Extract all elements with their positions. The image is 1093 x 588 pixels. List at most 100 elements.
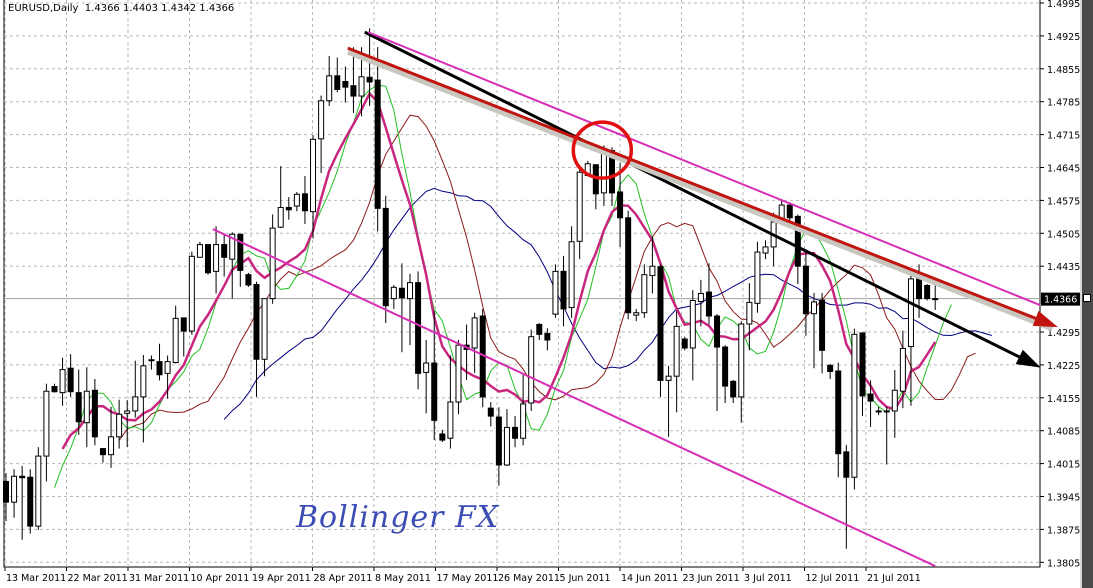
candle-body-bear bbox=[245, 274, 252, 286]
candle-body-bull bbox=[665, 375, 672, 381]
candle bbox=[641, 264, 648, 318]
x-tick-label: 3 Jul 2011 bbox=[744, 573, 792, 584]
candle bbox=[827, 363, 834, 379]
candle-body-bear bbox=[301, 193, 308, 212]
candle bbox=[277, 166, 284, 229]
y-tick-label: 1.4575 bbox=[1047, 196, 1080, 207]
candle bbox=[382, 195, 389, 324]
candle bbox=[285, 197, 292, 220]
candle-body-bear bbox=[382, 207, 389, 307]
candle bbox=[261, 298, 268, 377]
bollinger-fx-watermark: Bollinger FX bbox=[296, 500, 500, 535]
candle-body-bull bbox=[35, 455, 42, 527]
candle bbox=[99, 448, 106, 463]
candle-body-bear bbox=[867, 393, 874, 402]
candle bbox=[455, 339, 462, 415]
candle-body-bull bbox=[229, 233, 236, 260]
candle-body-bull bbox=[108, 436, 115, 456]
candle bbox=[811, 292, 817, 369]
candle-body-bear bbox=[253, 284, 260, 360]
candle-body-bear bbox=[617, 191, 624, 219]
candle-body-bull bbox=[59, 369, 66, 394]
x-tick-label: 10 Apr 2011 bbox=[191, 573, 250, 584]
candle-body-bull bbox=[213, 244, 220, 272]
candle-body-bear bbox=[99, 448, 106, 456]
y-tick-label: 1.4085 bbox=[1047, 427, 1080, 438]
y-tick-label: 1.4715 bbox=[1047, 131, 1080, 142]
x-tick-label: 22 Mar 2011 bbox=[68, 573, 128, 584]
x-tick-label: 14 Jun 2011 bbox=[621, 573, 678, 584]
candle bbox=[43, 383, 50, 482]
candle-body-bull bbox=[140, 365, 147, 398]
y-tick-label: 1.3875 bbox=[1047, 525, 1080, 536]
candle bbox=[196, 241, 203, 258]
y-tick-label: 1.3945 bbox=[1047, 493, 1080, 504]
candle-body-bear bbox=[544, 332, 551, 341]
x-tick-label: 13 Mar 2011 bbox=[6, 573, 66, 584]
y-tick-label: 1.4015 bbox=[1047, 460, 1080, 471]
candle-body-bull bbox=[43, 390, 50, 457]
candle bbox=[875, 406, 882, 416]
candle-body-bull bbox=[116, 413, 123, 438]
candle-body-bull bbox=[293, 193, 300, 207]
candle bbox=[576, 168, 583, 260]
candle-body-bear bbox=[91, 389, 98, 438]
candle-body-bear bbox=[180, 317, 187, 332]
candle-body-bear bbox=[398, 287, 405, 299]
candle bbox=[221, 235, 228, 277]
candle bbox=[310, 135, 317, 239]
trendline-channel-magenta bbox=[367, 31, 1041, 307]
symbol-timeframe: EURUSD,Daily bbox=[8, 3, 79, 14]
candle bbox=[560, 255, 567, 327]
candle bbox=[301, 175, 308, 224]
candle-body-bull bbox=[148, 359, 155, 362]
x-tick-label: 21 Jul 2011 bbox=[867, 573, 921, 584]
candle-body-bear bbox=[285, 206, 292, 211]
candle bbox=[229, 232, 236, 299]
candle bbox=[35, 447, 42, 530]
candle bbox=[471, 312, 478, 373]
candle-body-bull bbox=[172, 317, 179, 364]
candle bbox=[390, 285, 397, 309]
candle bbox=[334, 57, 341, 93]
candle-body-bear bbox=[859, 332, 866, 397]
candle-body-bear bbox=[431, 362, 438, 421]
candle-body-bull bbox=[520, 403, 527, 439]
candle bbox=[932, 281, 939, 310]
candle-body-bear bbox=[722, 346, 729, 387]
candle-body-bear bbox=[51, 386, 58, 393]
candle bbox=[867, 380, 874, 427]
candle-body-bull bbox=[310, 138, 317, 213]
candle-body-bear bbox=[714, 315, 721, 348]
candle-body-bull bbox=[196, 244, 203, 258]
candle bbox=[665, 365, 672, 437]
candle-body-bull bbox=[552, 270, 559, 315]
candle bbox=[124, 400, 131, 448]
candle-body-bear bbox=[512, 426, 519, 439]
candle-body-bull bbox=[407, 282, 413, 300]
trendline-trend-black bbox=[364, 30, 1037, 367]
y-tick-label: 1.4925 bbox=[1047, 32, 1080, 43]
trendline-shadow bbox=[346, 49, 1054, 332]
y-tick-label: 1.3805 bbox=[1047, 558, 1080, 569]
candle-body-bull bbox=[568, 241, 575, 309]
y-tick-label: 1.4155 bbox=[1047, 394, 1080, 405]
candle-body-bull bbox=[891, 389, 898, 412]
candle bbox=[617, 162, 624, 247]
x-tick-label: 23 Jun 2011 bbox=[683, 573, 740, 584]
candle-body-bear bbox=[342, 80, 349, 88]
trendline-trend-red bbox=[347, 46, 1053, 327]
candle bbox=[891, 370, 898, 438]
candle-body-bear bbox=[657, 266, 664, 381]
last-price-label: 1.4366 bbox=[1044, 295, 1077, 306]
candle bbox=[681, 336, 688, 351]
candle-body-bear bbox=[819, 299, 826, 351]
trendline-channel-magenta bbox=[212, 228, 936, 567]
scroll-handle[interactable] bbox=[1083, 294, 1091, 302]
candle bbox=[108, 406, 115, 468]
candle-body-bull bbox=[673, 325, 680, 377]
candle bbox=[11, 469, 18, 518]
candle bbox=[746, 283, 753, 351]
candle-body-bear bbox=[374, 79, 381, 209]
